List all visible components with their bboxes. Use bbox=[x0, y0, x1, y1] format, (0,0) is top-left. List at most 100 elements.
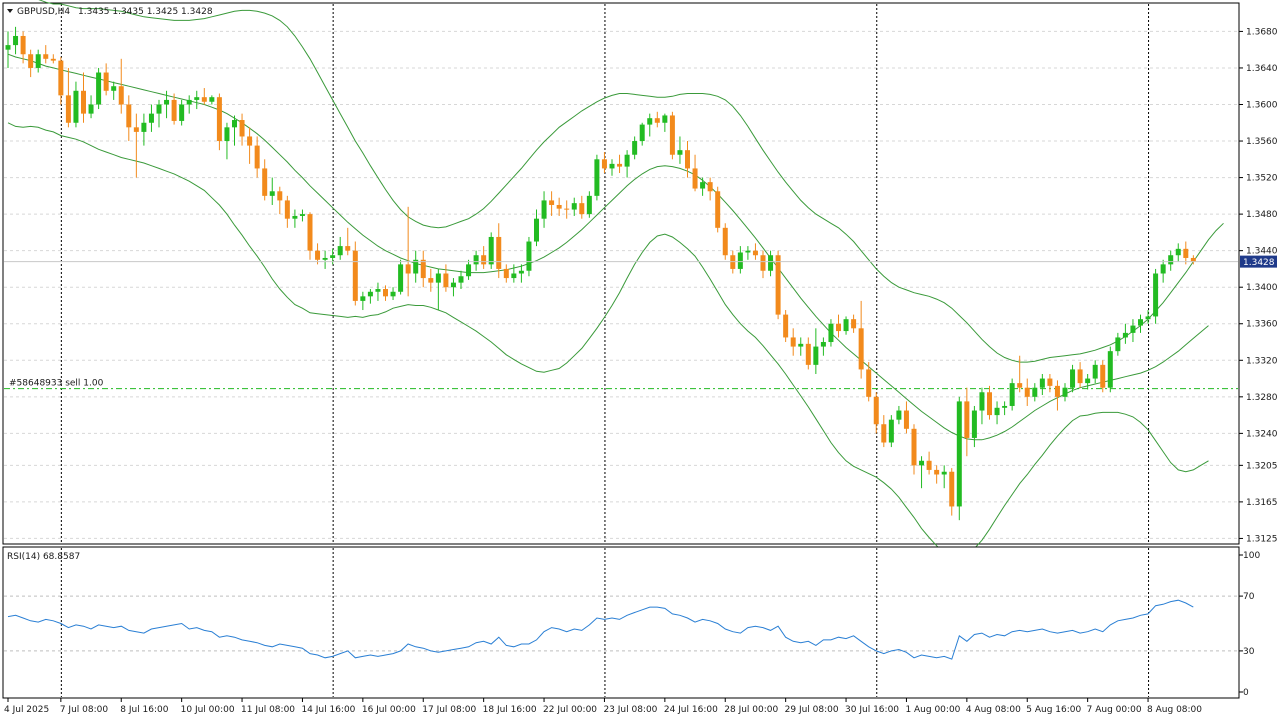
candle-body bbox=[911, 428, 917, 466]
symbol-dropdown-icon[interactable] bbox=[7, 9, 13, 13]
candle bbox=[1190, 255, 1196, 265]
price-pane[interactable] bbox=[2, 2, 1240, 545]
candle bbox=[269, 177, 275, 205]
candle-body bbox=[420, 259, 426, 279]
candle-body bbox=[639, 124, 645, 142]
candle bbox=[156, 99, 162, 128]
candle-body bbox=[971, 410, 977, 438]
candle-body bbox=[632, 141, 638, 155]
time-axis[interactable]: 4 Jul 2025 7 Jul 08:00 8 Jul 16:00 10 Jul 0… bbox=[4, 698, 1202, 715]
candle bbox=[141, 113, 147, 146]
candle-body bbox=[96, 72, 102, 105]
candle bbox=[13, 26, 19, 55]
candle bbox=[1085, 373, 1091, 390]
candle-body bbox=[262, 168, 268, 196]
candle bbox=[254, 136, 260, 178]
candle bbox=[805, 337, 811, 370]
candle bbox=[1032, 383, 1038, 402]
candle bbox=[496, 223, 502, 279]
candle bbox=[783, 310, 789, 343]
candle-body bbox=[307, 214, 313, 251]
candle bbox=[299, 209, 305, 222]
price-tick-label: 1.3125 bbox=[1246, 534, 1278, 544]
candle bbox=[586, 191, 592, 218]
candle-body bbox=[1175, 248, 1181, 256]
candle-body bbox=[450, 282, 456, 288]
price-tick-label: 1.3480 bbox=[1246, 210, 1278, 220]
candle bbox=[609, 159, 615, 176]
candle-body bbox=[617, 163, 623, 167]
candle bbox=[73, 81, 79, 128]
candle-body bbox=[685, 150, 690, 169]
candle bbox=[148, 104, 154, 132]
candle-body bbox=[979, 392, 985, 411]
order-line[interactable]: #58648933 sell 1.00 bbox=[4, 379, 1238, 390]
candle-body bbox=[360, 296, 366, 301]
time-tick-label: 11 Jul 08:00 bbox=[241, 705, 295, 715]
price-tick-label: 1.3240 bbox=[1246, 429, 1278, 439]
candle-body bbox=[571, 203, 577, 210]
candle-body bbox=[511, 273, 517, 279]
candle-body bbox=[715, 191, 721, 228]
candle-body bbox=[390, 291, 396, 297]
candle bbox=[1183, 241, 1189, 265]
price-tick-label: 1.3520 bbox=[1246, 174, 1278, 184]
candle bbox=[1070, 364, 1076, 393]
candle-body bbox=[65, 95, 71, 123]
order-line-label: #58648933 sell 1.00 bbox=[9, 379, 104, 389]
candle bbox=[65, 67, 71, 128]
price-tick-label: 1.3360 bbox=[1246, 320, 1278, 330]
candle bbox=[473, 250, 479, 271]
time-tick-label: 17 Jul 08:00 bbox=[422, 705, 476, 715]
candle-body bbox=[126, 104, 132, 128]
time-tick-label: 16 Jul 00:00 bbox=[362, 705, 416, 715]
candle-body bbox=[81, 90, 86, 114]
rsi-axis[interactable]: 100 70 30 0 bbox=[1239, 551, 1260, 698]
candle-body bbox=[141, 122, 147, 132]
rsi-tick-label: 0 bbox=[1243, 688, 1249, 698]
candle-body bbox=[43, 54, 49, 59]
candle bbox=[722, 223, 728, 260]
price-tick-label: 1.3680 bbox=[1246, 27, 1278, 37]
candle-body bbox=[171, 99, 177, 121]
candle-body bbox=[277, 191, 283, 201]
rsi-pane[interactable] bbox=[2, 546, 1240, 699]
candle-body bbox=[315, 250, 321, 260]
candle bbox=[700, 177, 706, 196]
candle bbox=[247, 127, 253, 164]
candle-body bbox=[858, 328, 864, 370]
price-tick-label: 1.3165 bbox=[1246, 498, 1278, 508]
candle bbox=[216, 93, 222, 151]
candle bbox=[383, 285, 388, 301]
time-tick-label: 10 Jul 00:00 bbox=[181, 705, 235, 715]
candle-body bbox=[133, 127, 139, 132]
candle bbox=[594, 154, 600, 201]
candle-body bbox=[58, 60, 64, 96]
candle bbox=[941, 465, 947, 489]
candle bbox=[503, 264, 509, 283]
bollinger-upper-line bbox=[38, 0, 1224, 363]
candle-body bbox=[1168, 255, 1174, 265]
candle bbox=[1017, 355, 1023, 393]
candle bbox=[103, 63, 109, 96]
candle bbox=[549, 191, 555, 216]
candle-body bbox=[805, 343, 811, 365]
candle bbox=[1002, 401, 1008, 416]
candle bbox=[1168, 250, 1174, 271]
candle bbox=[1092, 360, 1098, 384]
candle bbox=[775, 250, 781, 320]
candle-body bbox=[383, 289, 388, 297]
price-axis[interactable]: 1.3680 1.3640 1.3600 1.3560 1.3520 1.3480 1.34… bbox=[1239, 27, 1278, 544]
candle-body bbox=[1062, 387, 1068, 397]
candle-body bbox=[413, 259, 419, 274]
rsi-tick-label: 100 bbox=[1243, 551, 1260, 561]
candle bbox=[262, 159, 268, 201]
candle bbox=[443, 264, 449, 292]
candle-body bbox=[836, 323, 841, 332]
candle bbox=[1175, 243, 1181, 262]
candle bbox=[669, 111, 675, 160]
candle-body bbox=[488, 236, 494, 265]
candle-body bbox=[284, 200, 290, 219]
candle-body bbox=[752, 250, 758, 256]
